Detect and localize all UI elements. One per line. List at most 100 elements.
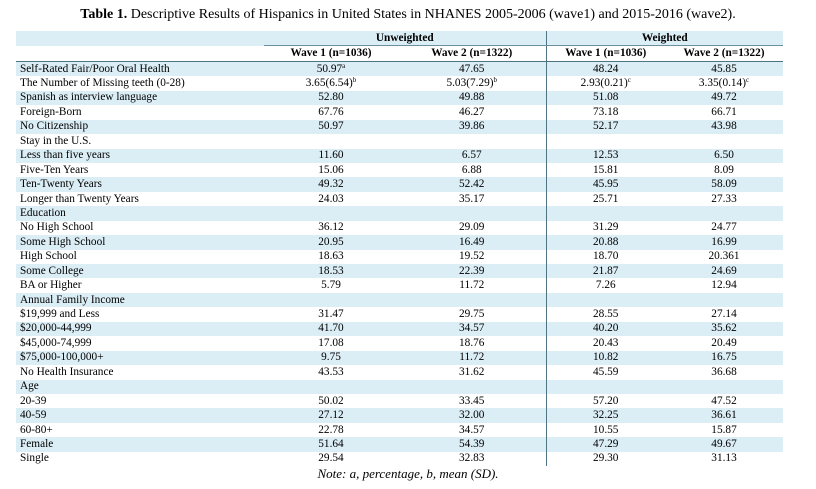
- table-row: High School 18.63 19.52 18.70 20.361: [16, 249, 784, 264]
- cell-value: 3.35(0.14): [698, 77, 746, 90]
- cell-value: 48.24: [593, 62, 619, 75]
- row-label: Single: [16, 451, 264, 467]
- table-cell: 51.08: [545, 90, 665, 106]
- table-cell: [665, 206, 784, 221]
- cell-value: 16.49: [459, 235, 485, 248]
- table-cell: 18.53: [264, 264, 398, 279]
- cell-value: 49.67: [711, 437, 737, 450]
- cell-value: 45.95: [593, 178, 619, 191]
- table-cell: 45.85: [665, 60, 784, 77]
- row-label: Some High School: [16, 235, 264, 250]
- table-cell: 8.09: [665, 162, 784, 178]
- cell-footnote-marker: c: [745, 76, 750, 85]
- cell-value: 50.97: [318, 120, 344, 133]
- row-label: High School: [16, 249, 264, 264]
- table-cell: 45.59: [545, 365, 665, 380]
- row-label: 60-80+: [16, 422, 264, 438]
- table-cell: 52.42: [398, 177, 546, 192]
- cell-value: 45.85: [711, 62, 737, 75]
- cell-value: 10.82: [593, 351, 619, 364]
- table-cell: 11.72: [398, 278, 546, 293]
- cell-value: 49.72: [711, 91, 737, 104]
- cell-value: 47.52: [711, 394, 737, 407]
- table-row: Self-Rated Fair/Poor Oral Health 50.97a 47…: [16, 60, 784, 77]
- table-body: Self-Rated Fair/Poor Oral Health 50.97a 47…: [16, 60, 784, 467]
- cell-value: 25.71: [593, 192, 619, 205]
- cell-value: 19.52: [459, 250, 485, 263]
- cell-value: 11.60: [318, 149, 344, 162]
- table-cell: 3.65(6.54)b: [264, 76, 398, 91]
- row-label: $45,000-74,999: [16, 336, 264, 351]
- cell-value: 35.62: [711, 322, 737, 335]
- table-cell: 50.97a: [264, 60, 398, 77]
- table-cell: 32.00: [398, 408, 546, 423]
- table-row: Stay in the U.S.: [16, 134, 784, 149]
- table-cell: 51.64: [264, 437, 398, 452]
- cell-value: 5.79: [321, 279, 341, 292]
- table-cell: 40.20: [545, 321, 665, 337]
- descriptive-results-table: Unweighted Weighted Wave 1 (n=1036) Wave…: [16, 31, 784, 467]
- cell-value: 66.71: [711, 105, 737, 118]
- table-cell: 15.81: [545, 162, 665, 178]
- table-cell: 66.71: [665, 105, 784, 120]
- table-cell: 11.72: [398, 350, 546, 366]
- cell-value: 32.00: [459, 409, 485, 422]
- cell-value: 51.64: [318, 437, 344, 450]
- cell-value: 29.30: [593, 452, 619, 465]
- table-cell: 39.86: [398, 119, 546, 135]
- cell-value: 15.06: [318, 163, 344, 176]
- cell-value: 24.77: [711, 221, 737, 234]
- cell-value: 51.08: [593, 91, 619, 104]
- cell-value: 20.49: [711, 336, 737, 349]
- cell-value: 41.70: [318, 322, 344, 335]
- table-cell: 36.12: [264, 220, 398, 236]
- table-cell: 18.76: [398, 336, 546, 351]
- cell-value: 52.80: [318, 91, 344, 104]
- table-cell: 6.50: [665, 148, 784, 163]
- row-label: Annual Family Income: [16, 292, 264, 308]
- cell-value: 58.09: [711, 178, 737, 191]
- column-header-weighted-wave2: Wave 2 (n=1322): [665, 45, 784, 62]
- table-cell: 48.24: [545, 60, 665, 77]
- table-cell: [264, 379, 398, 394]
- table-row: BA or Higher 5.79 11.72 7.26 12.94: [16, 278, 784, 293]
- cell-value: 6.57: [461, 149, 482, 162]
- cell-value: 22.39: [459, 264, 485, 277]
- cell-value: 24.03: [318, 192, 344, 205]
- table-row: The Number of Missing teeth (0-28) 3.65(6…: [16, 76, 784, 91]
- cell-value: 18.63: [318, 250, 344, 263]
- cell-value: 28.55: [593, 308, 619, 321]
- table-cell: 52.17: [545, 119, 665, 135]
- row-label: Five-Ten Years: [16, 162, 264, 178]
- cell-value: 16.99: [711, 235, 737, 248]
- table-cell: 45.95: [545, 177, 665, 192]
- cell-value: 31.29: [593, 221, 619, 234]
- column-header-unweighted-wave1: Wave 1 (n=1036): [264, 45, 398, 62]
- cell-value: 22.78: [318, 423, 344, 436]
- table-row: Spanish as interview language 52.80 49.88 5…: [16, 90, 784, 106]
- cell-value: 7.26: [595, 279, 616, 292]
- cell-value: 31.13: [711, 452, 737, 465]
- table-cell: [545, 206, 665, 221]
- cell-value: 46.27: [459, 105, 485, 118]
- table-cell: 27.14: [665, 307, 784, 322]
- table-cell: 9.75: [264, 350, 398, 366]
- table-cell: 35.62: [665, 321, 784, 337]
- row-label: $20,000-44,999: [16, 321, 264, 337]
- cell-value: 67.76: [318, 105, 344, 118]
- table-cell: 29.30: [545, 451, 665, 467]
- cell-value: 27.12: [318, 409, 344, 422]
- row-label: Female: [16, 437, 264, 452]
- table-cell: 32.25: [545, 408, 665, 423]
- table-cell: 18.63: [264, 249, 398, 264]
- cell-value: 20.95: [318, 235, 344, 248]
- table-cell: [264, 134, 398, 149]
- table-cell: 31.29: [545, 220, 665, 236]
- cell-value: 52.42: [459, 178, 485, 191]
- cell-value: 11.72: [459, 351, 485, 364]
- table-cell: 73.18: [545, 105, 665, 120]
- header-column-row: Wave 1 (n=1036) Wave 2 (n=1322) Wave 1 (…: [16, 45, 784, 62]
- table-cell: 31.62: [398, 365, 546, 380]
- cell-value: 27.33: [711, 192, 737, 205]
- cell-value: 52.17: [593, 120, 619, 133]
